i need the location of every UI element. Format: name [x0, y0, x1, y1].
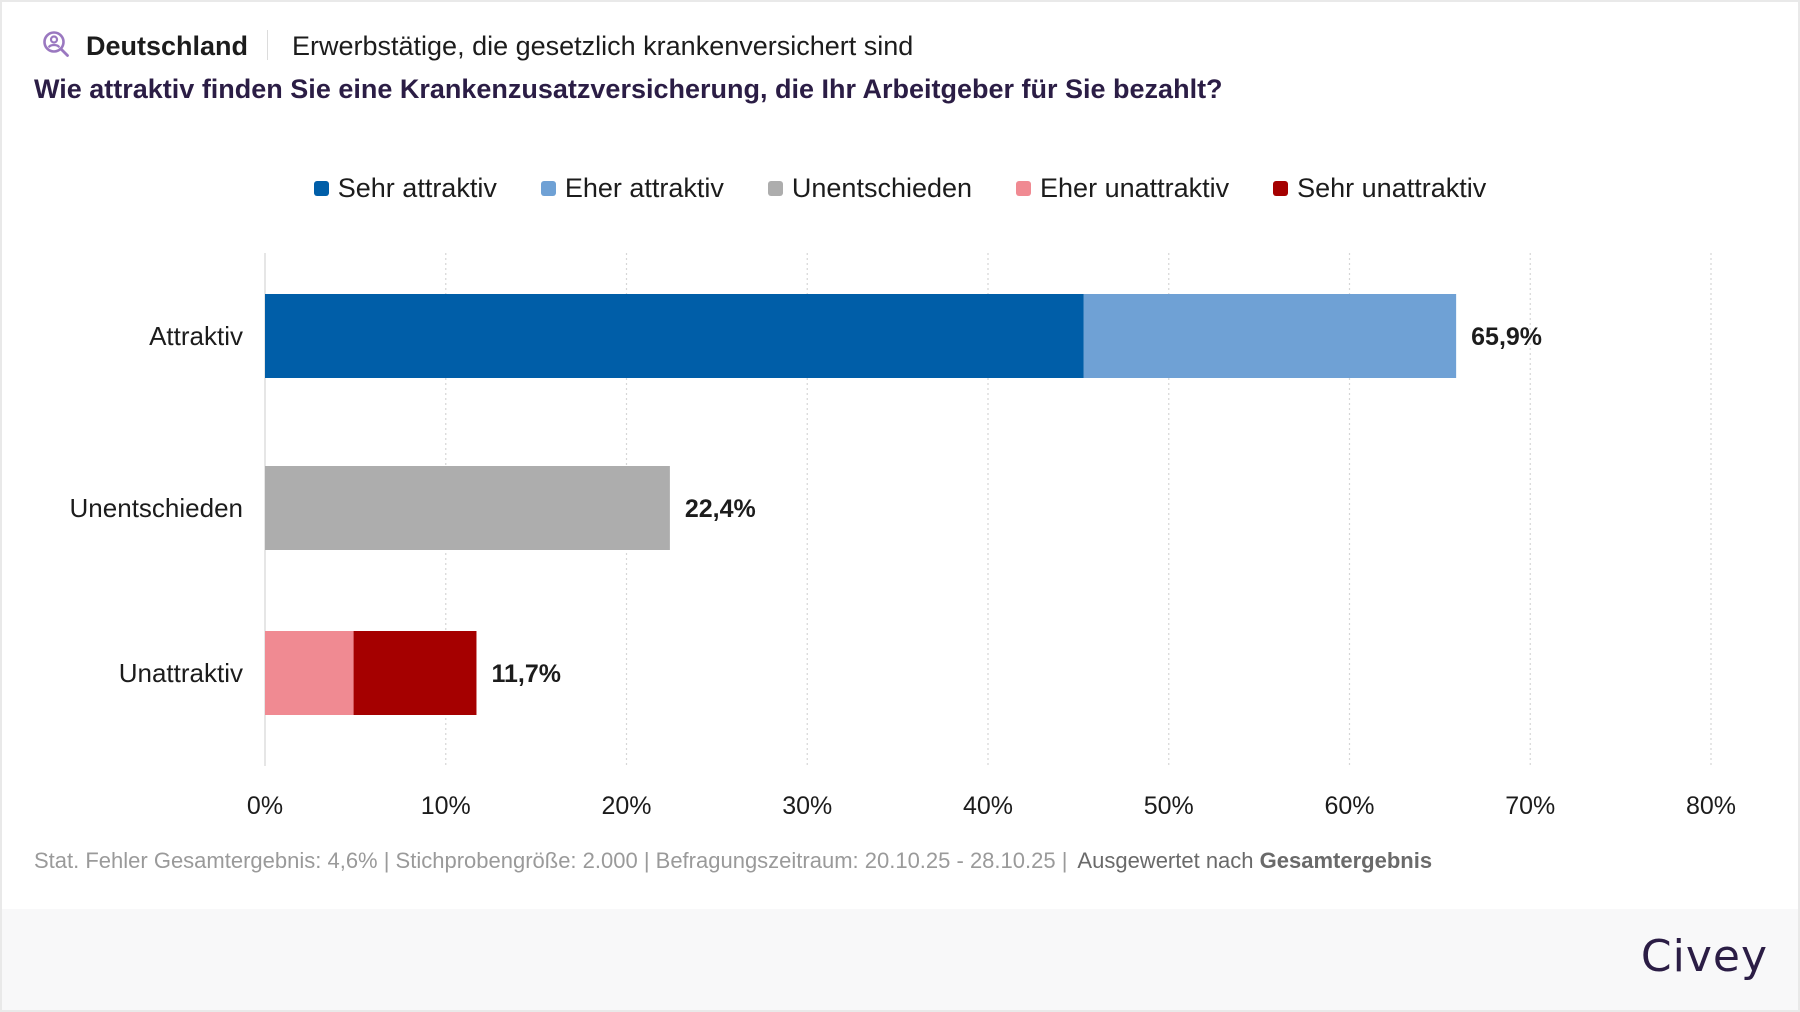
x-tick-label: 60%: [1324, 792, 1374, 820]
category-label: Attraktiv: [149, 321, 243, 351]
bar-segment-sehr-unattraktiv[interactable]: [353, 631, 477, 715]
header-divider: [267, 30, 268, 60]
civey-logo[interactable]: Civey: [1640, 931, 1768, 982]
legend-item[interactable]: Sehr attraktiv: [313, 170, 497, 206]
legend-swatch: [1273, 180, 1289, 196]
bar-segment-eher-unattraktiv[interactable]: [265, 631, 354, 715]
branding-bar: Civey: [2, 909, 1798, 1010]
legend-label: Eher attraktiv: [564, 172, 724, 203]
population-filter[interactable]: Erwerbstätige, die gesetzlich krankenver…: [292, 31, 914, 61]
x-tick-label: 50%: [1144, 792, 1194, 820]
x-tick-label: 40%: [963, 792, 1013, 820]
legend-swatch: [1016, 180, 1032, 196]
chart-legend: Sehr attraktiv Eher attraktiv Unentschiede…: [2, 170, 1798, 206]
survey-meta: Stat. Fehler Gesamtergebnis: 4,6% | Stic…: [34, 848, 1068, 873]
x-tick-label: 80%: [1686, 792, 1736, 820]
legend-label: Eher unattraktiv: [1040, 172, 1230, 203]
legend-label: Unentschieden: [791, 172, 973, 203]
evaluation-value[interactable]: Gesamtergebnis: [1259, 848, 1433, 873]
value-label: 11,7%: [491, 660, 561, 688]
legend-label: Sehr attraktiv: [337, 172, 497, 203]
x-tick-label: 70%: [1505, 792, 1555, 820]
bar-segment-unentschieden[interactable]: [265, 466, 670, 550]
value-label: 65,9%: [1471, 323, 1542, 351]
bar-chart: 0% 10% 20% 30% 40% 50% 60% 70% 80% Attraktiv 65,9%…: [70, 253, 1736, 820]
bar-segment-eher-attraktiv[interactable]: [1083, 294, 1457, 378]
bar-segment-sehr-attraktiv[interactable]: [265, 294, 1084, 378]
x-tick-label: 30%: [782, 792, 832, 820]
legend-item[interactable]: Eher attraktiv: [540, 170, 724, 206]
chart-footer: Stat. Fehler Gesamtergebnis: 4,6% | Stic…: [34, 848, 1432, 874]
legend-label: Sehr unattraktiv: [1297, 172, 1487, 203]
category-label: Unattraktiv: [119, 658, 243, 688]
category-label: Unentschieden: [70, 493, 243, 523]
legend-swatch: [767, 180, 783, 196]
x-tick-label: 10%: [421, 792, 471, 820]
x-tick-label: 0%: [247, 792, 283, 820]
legend-swatch: [540, 180, 556, 196]
question-title: Wie attraktiv finden Sie eine Krankenzus…: [34, 74, 1223, 104]
legend-item[interactable]: Sehr unattraktiv: [1273, 170, 1486, 206]
legend-swatch: [313, 180, 329, 196]
legend-item[interactable]: Unentschieden: [767, 170, 973, 206]
x-tick-label: 20%: [601, 792, 651, 820]
person-search-icon: [42, 30, 70, 58]
evaluation-prefix: Ausgewertet nach: [1077, 848, 1254, 873]
legend-item[interactable]: Eher unattraktiv: [1016, 170, 1229, 206]
evaluation-info: Ausgewertet nach Gesamtergebnis: [1077, 848, 1432, 873]
value-label: 22,4%: [685, 495, 756, 523]
region-filter[interactable]: Deutschland: [86, 31, 249, 61]
